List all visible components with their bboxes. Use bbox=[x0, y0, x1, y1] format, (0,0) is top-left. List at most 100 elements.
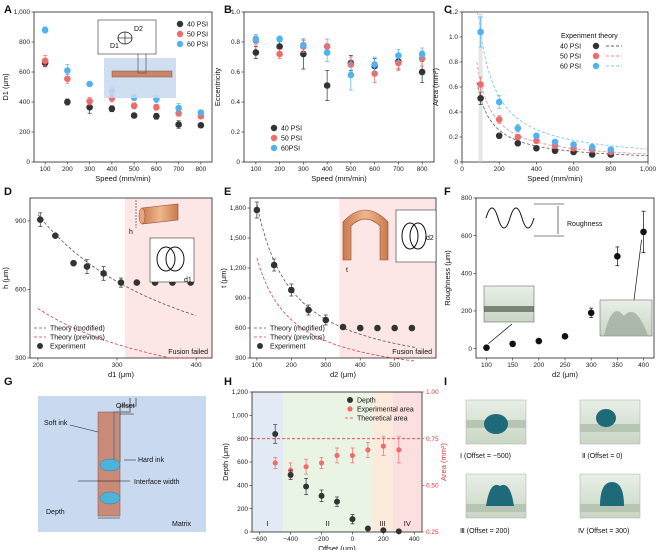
e-xlabel: d2 (μm) bbox=[330, 370, 356, 379]
c-point bbox=[514, 124, 522, 132]
h-y2tick-label: 0.75 bbox=[426, 436, 439, 443]
b-point bbox=[418, 68, 426, 76]
f-xtick-label: 150 bbox=[507, 362, 518, 369]
c-point bbox=[607, 146, 615, 153]
photo-3 bbox=[465, 473, 527, 519]
c-point bbox=[533, 132, 540, 140]
a-point bbox=[64, 67, 71, 74]
c-xtick-label: 400 bbox=[531, 166, 542, 173]
a-xlabel: Speed (mm/min) bbox=[95, 174, 151, 183]
a-point bbox=[130, 112, 138, 119]
hard-ink-shape-2 bbox=[99, 491, 121, 505]
d-fusion-label: Fusion failed bbox=[168, 349, 208, 356]
f-xtick-label: 400 bbox=[638, 362, 649, 369]
d-point bbox=[133, 279, 141, 286]
a-xtick-label: 800 bbox=[195, 166, 206, 173]
a-xtick-label: 500 bbox=[129, 166, 140, 173]
c-ytick-label: 0 bbox=[454, 159, 458, 166]
d-ylabel: h (μm) bbox=[1, 267, 10, 289]
c-ytick-label: 1.2 bbox=[449, 9, 458, 16]
e-xtick-label: 500 bbox=[389, 362, 400, 369]
a-ytick-label: 1,000 bbox=[14, 9, 31, 16]
d-ytick-label: 300 bbox=[15, 355, 26, 362]
h-area-point bbox=[349, 452, 356, 459]
a-legend-label: 40 PSI bbox=[187, 22, 208, 29]
h-ytick-label: 1,200 bbox=[232, 389, 249, 396]
h-region-label: III bbox=[379, 519, 385, 528]
b-point bbox=[276, 35, 283, 43]
b-point bbox=[252, 35, 260, 43]
h-ytick-label: 400 bbox=[237, 483, 248, 490]
c-legend-label: 60 PSI bbox=[560, 64, 581, 71]
a-legend-marker bbox=[176, 20, 184, 28]
panel-letter-b: B bbox=[224, 4, 232, 16]
h-xtick-label: 200 bbox=[378, 536, 389, 543]
c-xtick-label: 200 bbox=[494, 166, 505, 173]
h-ytick-label: 1,000 bbox=[232, 413, 249, 420]
f-point bbox=[640, 228, 647, 236]
h-depth-point bbox=[318, 492, 325, 499]
f-point bbox=[509, 340, 516, 348]
inset-d-label-h: h bbox=[129, 229, 133, 236]
h-area-point bbox=[380, 443, 386, 449]
h-ytick-label: 800 bbox=[237, 436, 248, 443]
b-point bbox=[276, 43, 283, 50]
c-xtick-label: 0 bbox=[460, 166, 464, 173]
c-legend-marker bbox=[592, 52, 600, 60]
c-ytick-label: 0.8 bbox=[449, 59, 458, 66]
d-point bbox=[52, 232, 59, 240]
e-point bbox=[322, 316, 330, 324]
a-legend-label: 60 PSI bbox=[187, 42, 208, 49]
d-frame bbox=[29, 197, 213, 359]
h-area-point bbox=[318, 460, 325, 466]
d-theory-previous-curve bbox=[37, 308, 197, 359]
roughness-inset-f: Roughness bbox=[483, 203, 653, 337]
a-ytick-label: 600 bbox=[19, 69, 30, 76]
a-point bbox=[41, 57, 49, 65]
chart-b: 100 200 300 400 500 600 700 800 0 0.2 0.4 0.6 0.8 1.0… bbox=[213, 9, 435, 183]
c-point bbox=[514, 133, 522, 141]
d-point bbox=[117, 279, 125, 286]
b-point bbox=[300, 41, 307, 49]
a-point bbox=[175, 121, 182, 128]
h-depth-point bbox=[272, 431, 279, 437]
c-point bbox=[533, 137, 540, 145]
f-arrow-high bbox=[633, 239, 642, 301]
h-depth-point bbox=[303, 483, 310, 490]
a-ytick-label: 200 bbox=[19, 129, 30, 136]
photo-caption-1: Ⅰ (Offset = −500) bbox=[460, 453, 511, 460]
a-point bbox=[197, 121, 205, 129]
c-point bbox=[588, 151, 596, 158]
h-legend-label: Depth bbox=[357, 398, 376, 405]
e-legend-label: Experiment bbox=[270, 344, 305, 351]
a-xtick-label: 100 bbox=[40, 166, 51, 173]
h-depth-point bbox=[334, 498, 340, 505]
a-point bbox=[86, 97, 93, 105]
c-point bbox=[551, 147, 559, 155]
f-ytick-label: 400 bbox=[461, 270, 472, 277]
inset-e-label-t: t bbox=[346, 267, 348, 274]
b-xtick-label: 400 bbox=[322, 166, 333, 173]
h-ytick-label: 600 bbox=[237, 459, 248, 466]
panel-letter-d: D bbox=[4, 186, 12, 198]
panel-d: 200 300 400 300 600 900 d1 (μm) h (μm) Fusion fa… bbox=[1, 197, 213, 379]
f-xtick-label: 350 bbox=[612, 362, 623, 369]
h-region-label: I bbox=[266, 519, 268, 528]
c-theory-curve bbox=[476, 11, 649, 150]
h-area-point bbox=[303, 464, 309, 470]
a-xtick-label: 600 bbox=[151, 166, 162, 173]
photo-4 bbox=[579, 473, 641, 519]
b-point bbox=[276, 50, 283, 58]
panel-c: 0 200 400 600 800 1,000 0 0.2 0.4 0.6 0.8 1.0 1.2 Spe… bbox=[431, 9, 657, 183]
c-legend-marker bbox=[592, 62, 600, 70]
d-legend-marker bbox=[37, 343, 43, 349]
d-xlabel: d1 (μm) bbox=[108, 370, 134, 379]
c-xtick-label: 600 bbox=[568, 166, 579, 173]
h-legend-marker bbox=[347, 406, 353, 412]
h-ytick-label: 200 bbox=[237, 506, 248, 513]
hard-ink-shape-1 bbox=[99, 458, 121, 472]
tube-inset-e: t d2 bbox=[342, 209, 437, 274]
h-depth-point bbox=[395, 528, 402, 535]
b-ytick-label: 0.8 bbox=[231, 39, 240, 46]
